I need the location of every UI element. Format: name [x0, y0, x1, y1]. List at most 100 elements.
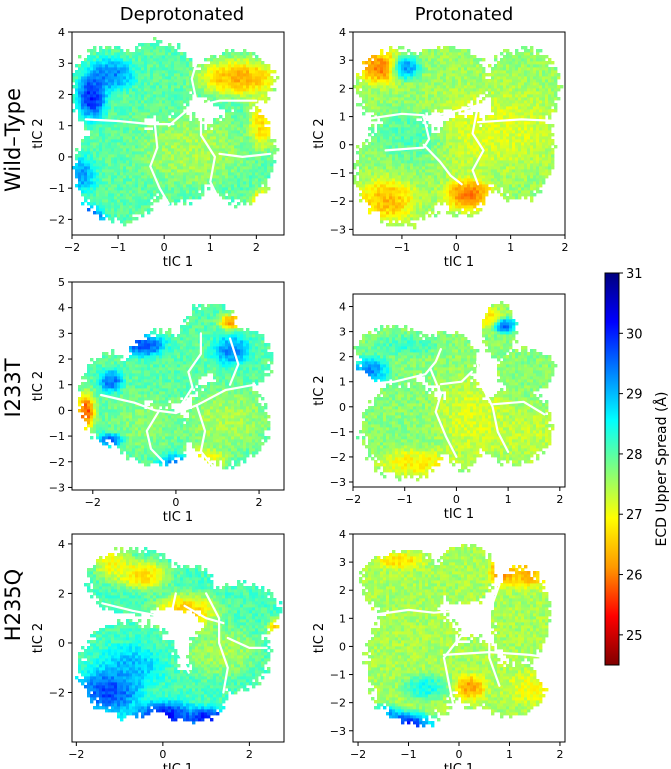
state-boundary — [84, 118, 175, 126]
y-tick-label: 1 — [339, 111, 346, 124]
x-tick-label: 1 — [507, 241, 514, 254]
y-tick-label: −3 — [330, 223, 346, 236]
y-tick-label: 4 — [58, 26, 65, 39]
y-tick-label: 4 — [58, 302, 65, 315]
colorbar-tick-label: 25 — [626, 629, 643, 644]
state-boundary — [149, 124, 170, 205]
state-boundary — [491, 400, 546, 416]
y-tick-label: 0 — [58, 637, 65, 650]
state-boundary — [362, 112, 425, 121]
state-boundary — [476, 360, 510, 453]
x-axis-label: tIC 1 — [163, 510, 193, 525]
state-boundary — [170, 592, 190, 674]
y-tick-label: 3 — [58, 57, 65, 70]
state-boundary — [101, 602, 186, 620]
x-tick-label: −2 — [345, 493, 361, 506]
state-boundary — [228, 337, 240, 386]
state-boundary — [488, 560, 501, 614]
y-tick-label: −3 — [49, 481, 65, 494]
state-boundary — [429, 368, 458, 458]
x-tick-label: 2 — [253, 241, 260, 254]
x-tick-label: 1 — [207, 241, 214, 254]
panel-wild-type-protonated: −1 0 1 2 −3 −2 −1 0 1 2 3 4 tIC 1 tIC 2 — [312, 26, 569, 270]
y-tick-label: −2 — [330, 697, 346, 710]
y-tick-label: −1 — [330, 167, 346, 180]
state-boundary — [183, 604, 225, 625]
y-tick-label: 3 — [339, 54, 346, 67]
panel-h235q-deprotonated: −2 0 2 −2 0 2 4 tIC 1 tIC 2 — [31, 533, 285, 769]
panel-h235q-protonated: −2 −1 0 1 2 −3 −2 −1 0 1 2 3 4 tIC 1 tIC 2 — [312, 528, 566, 769]
x-tick-label: 2 — [246, 748, 253, 761]
y-tick-label: 3 — [339, 326, 346, 339]
colorbar: 25 26 27 28 29 30 31 ECD Upper Spread (Å) — [604, 267, 670, 666]
state-boundary — [195, 383, 256, 407]
colorbar-tick-label: 27 — [626, 508, 643, 523]
panel-i233t-protonated: −2 −1 0 1 2 −3 −2 −1 0 1 2 3 4 tIC 1 tIC 2 — [312, 293, 566, 522]
state-boundary — [362, 348, 442, 386]
x-tick-label: 2 — [562, 241, 569, 254]
x-tick-label: −2 — [85, 496, 101, 509]
y-tick-label: −2 — [330, 195, 346, 208]
row-title-i233t: I233T — [1, 358, 25, 417]
y-tick-label: 3 — [339, 556, 346, 569]
y-tick-label: −3 — [330, 476, 346, 489]
x-tick-label: 0 — [161, 241, 168, 254]
y-tick-label: 2 — [339, 82, 346, 95]
colorbar-tick-label: 30 — [626, 327, 643, 342]
x-tick-label: 0 — [172, 496, 179, 509]
y-tick-label: −2 — [49, 456, 65, 469]
column-title-protonated: Protonated — [415, 4, 514, 25]
state-boundary — [199, 112, 221, 202]
x-tick-label: 1 — [505, 493, 512, 506]
y-tick-label: 1 — [339, 376, 346, 389]
y-tick-label: 4 — [339, 528, 346, 541]
plot-frame — [352, 293, 566, 488]
y-tick-label: 1 — [339, 612, 346, 625]
state-boundary — [195, 404, 215, 468]
plot-frame — [352, 31, 566, 236]
y-tick-label: −2 — [49, 213, 65, 226]
x-tick-label: 2 — [556, 748, 563, 761]
heatmap-cells — [353, 46, 564, 230]
x-tick-label: 0 — [453, 241, 460, 254]
x-axis-label: tIC 1 — [444, 255, 474, 270]
plot-frame — [71, 31, 285, 236]
column-title-deprotonated: Deprotonated — [120, 4, 244, 25]
y-tick-label: 2 — [58, 587, 65, 600]
y-tick-label: −2 — [49, 686, 65, 699]
y-tick-label: 0 — [339, 401, 346, 414]
row-title-wild-type: Wild–Type — [1, 88, 25, 192]
state-boundary — [468, 608, 501, 687]
plot-frame — [71, 281, 285, 491]
y-tick-label: 0 — [339, 139, 346, 152]
state-boundary — [476, 118, 556, 124]
y-axis-label: tIC 2 — [31, 623, 46, 653]
heatmap-cells — [75, 547, 283, 725]
x-axis-label: tIC 1 — [163, 255, 193, 270]
x-tick-label: 0 — [453, 493, 460, 506]
y-tick-label: −3 — [330, 725, 346, 738]
colorbar-label: ECD Upper Spread (Å) — [653, 392, 670, 547]
x-tick-label: 2 — [556, 493, 563, 506]
y-tick-label: −1 — [49, 430, 65, 443]
state-boundary — [422, 143, 463, 186]
y-tick-label: 1 — [58, 379, 65, 392]
colorbar-tick-label: 29 — [626, 388, 643, 403]
colorbar-tick-label: 28 — [626, 448, 643, 463]
x-axis-label: tIC 1 — [444, 507, 474, 522]
x-axis-label: tIC 1 — [444, 762, 474, 769]
panel-i233t-deprotonated: −2 0 2 −3 −2 −1 0 1 2 3 4 5 tIC 1 tIC 2 — [31, 276, 285, 525]
row-title-h235q: H235Q — [1, 569, 25, 641]
x-tick-label: 0 — [159, 748, 166, 761]
x-tick-label: 0 — [456, 748, 463, 761]
state-boundary — [384, 115, 431, 152]
x-tick-label: 1 — [506, 748, 513, 761]
state-boundary — [218, 152, 272, 158]
y-tick-label: 4 — [339, 26, 346, 39]
y-axis-label: tIC 2 — [312, 375, 327, 405]
x-tick-label: −1 — [394, 241, 410, 254]
state-boundary — [439, 370, 473, 386]
x-tick-label: 2 — [256, 496, 263, 509]
y-axis-label: tIC 2 — [31, 371, 46, 401]
